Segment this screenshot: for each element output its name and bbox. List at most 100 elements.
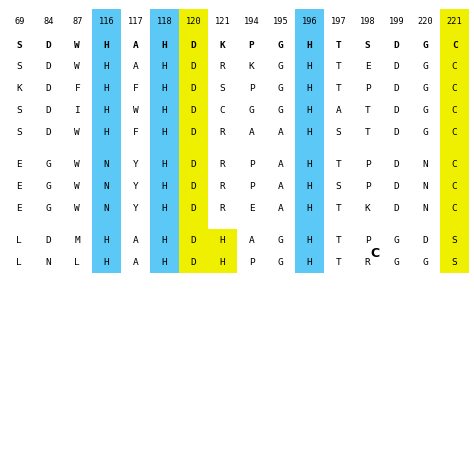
Text: D: D [191,84,196,93]
Text: S: S [452,258,457,266]
Text: T: T [336,63,341,71]
Bar [92,9,121,273]
Text: K: K [365,204,371,212]
Bar [0,278,474,474]
Text: P: P [249,41,255,49]
Text: H: H [162,204,167,212]
Text: A: A [133,63,138,71]
Text: H: H [162,84,167,93]
Text: H: H [307,41,312,49]
Text: C: C [452,204,457,212]
Text: P: P [365,182,371,191]
Text: D: D [394,182,400,191]
Text: A: A [278,182,283,191]
Text: E: E [365,63,371,71]
Text: N: N [423,182,428,191]
Text: W: W [74,41,80,49]
Text: D: D [191,236,196,245]
Text: C: C [452,128,457,137]
Text: K: K [219,41,225,49]
Text: H: H [162,128,167,137]
Text: 199: 199 [389,18,404,26]
Text: I: I [74,106,80,115]
Text: P: P [249,84,255,93]
Text: T: T [336,160,341,169]
Text: A: A [133,258,138,266]
Text: A: A [133,236,138,245]
Text: L: L [17,258,22,266]
Text: L: L [74,258,80,266]
Text: D: D [191,182,196,191]
Text: G: G [278,84,283,93]
Text: L: L [17,236,22,245]
Text: 118: 118 [156,18,172,26]
Text: D: D [394,128,400,137]
Text: 198: 198 [360,18,375,26]
Text: A: A [249,236,255,245]
Text: H: H [307,258,312,266]
Text: C: C [452,106,457,115]
Text: R: R [365,258,371,266]
Text: T: T [336,258,341,266]
Text: R: R [219,204,225,212]
Text: D: D [394,41,400,49]
Text: A: A [133,41,138,49]
Text: H: H [307,63,312,71]
Text: D: D [394,204,400,212]
Text: D: D [46,106,51,115]
Text: 117: 117 [128,18,143,26]
Text: T: T [365,128,371,137]
Text: H: H [162,160,167,169]
Text: D: D [46,41,51,49]
Bar [440,9,469,273]
Text: P: P [365,160,371,169]
Text: S: S [17,128,22,137]
Bar [208,251,237,273]
Text: H: H [307,160,312,169]
Text: P: P [249,258,255,266]
Text: C: C [219,106,225,115]
Text: P: P [365,84,371,93]
Text: D: D [394,106,400,115]
Text: F: F [133,128,138,137]
Text: S: S [452,236,457,245]
Text: H: H [162,41,167,49]
Text: H: H [103,258,109,266]
Text: S: S [17,63,22,71]
Text: G: G [278,236,283,245]
Text: E: E [17,204,22,212]
Text: 196: 196 [302,18,318,26]
Text: S: S [17,106,22,115]
Text: H: H [307,204,312,212]
Text: N: N [103,204,109,212]
Text: D: D [394,84,400,93]
Text: R: R [219,128,225,137]
Text: N: N [423,204,428,212]
Bar [208,229,237,251]
Text: D: D [394,160,400,169]
Text: 220: 220 [418,18,434,26]
Text: N: N [423,160,428,169]
Text: G: G [423,63,428,71]
Text: 195: 195 [273,18,288,26]
Text: 121: 121 [215,18,230,26]
Text: 87: 87 [72,18,82,26]
Text: H: H [307,128,312,137]
Text: D: D [191,128,196,137]
Text: T: T [336,204,341,212]
Text: A: A [278,128,283,137]
Text: H: H [103,106,109,115]
Text: 197: 197 [331,18,346,26]
Text: H: H [162,63,167,71]
Text: D: D [191,41,196,49]
Bar [179,9,208,273]
Text: K: K [17,84,22,93]
Text: T: T [336,41,341,49]
Text: D: D [191,160,196,169]
Text: 116: 116 [99,18,114,26]
Text: 194: 194 [244,18,259,26]
Text: H: H [162,106,167,115]
Text: Y: Y [133,160,138,169]
Text: 221: 221 [447,18,463,26]
Text: 84: 84 [43,18,54,26]
